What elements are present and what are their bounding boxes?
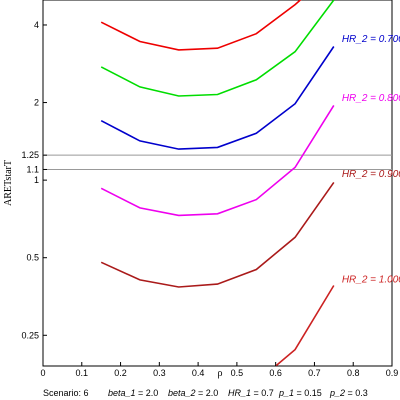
y-axis: 0.25 0.5 11.1 1.25 2 4 bbox=[21, 20, 47, 340]
x-tick-label: 0.6 bbox=[269, 368, 282, 378]
x-axis-title: ρ bbox=[218, 368, 223, 379]
y-tick-label: 1.25 bbox=[21, 150, 39, 160]
x-tick-label: 0.1 bbox=[76, 368, 89, 378]
x-tick-label: 0 bbox=[40, 368, 45, 378]
x-axis: 0 0.1 0.2 0.3 0.4 0.5 0.6 0.7 0.8 0.9 bbox=[40, 362, 398, 378]
series-line-0 bbox=[100, 0, 302, 51]
x-tick-label: 0.8 bbox=[347, 368, 360, 378]
footer-param-value: 2.0 bbox=[206, 388, 219, 398]
y-tick-label: 0.5 bbox=[26, 253, 39, 263]
reference-lines bbox=[43, 154, 392, 170]
x-tick-label: 0.5 bbox=[231, 368, 244, 378]
plot-frame bbox=[42, 0, 393, 367]
x-tick-label: 0.9 bbox=[386, 368, 399, 378]
footer-param-name: p_2 bbox=[329, 388, 345, 398]
legend-labels: HR_2 = 0.6000HR_2 = 0.7000HR_2 = 0.8000H… bbox=[342, 34, 400, 286]
footer-param-name: beta_2 bbox=[168, 388, 196, 398]
footer-param: beta_2 = 2.0 bbox=[168, 388, 218, 398]
footer: Scenario: 6 beta_1 = 2.0 beta_2 = 2.0 HR_1… bbox=[43, 388, 368, 398]
x-tick-label: 0.7 bbox=[308, 368, 321, 378]
y-tick-label: 1 bbox=[34, 175, 39, 185]
footer-param: p_2 = 0.3 bbox=[329, 388, 368, 398]
series-label: HR_2 = 0.7000 bbox=[342, 34, 400, 45]
y-tick-label: 4 bbox=[34, 20, 39, 30]
footer-scenario: Scenario: 6 bbox=[43, 388, 89, 398]
series-group bbox=[100, 0, 335, 366]
y-tick-label: 0.25 bbox=[21, 330, 39, 340]
y-axis-title: ARETstarT bbox=[3, 160, 14, 206]
footer-param: p_1 = 0.15 bbox=[278, 388, 322, 398]
series-line-4 bbox=[100, 181, 335, 288]
x-tick-label: 0.4 bbox=[192, 368, 205, 378]
y-tick-label: 1.1 bbox=[26, 164, 39, 174]
series-line-2 bbox=[100, 46, 335, 150]
y-tick-label: 2 bbox=[34, 98, 39, 108]
series-label: HR_2 = 0.8000 bbox=[342, 93, 400, 104]
footer-param-value: 0.3 bbox=[355, 388, 368, 398]
footer-param: beta_1 = 2.0 bbox=[108, 388, 158, 398]
series-label: HR_2 = 0.9000 bbox=[342, 169, 400, 180]
x-tick-label: 0.2 bbox=[114, 368, 127, 378]
footer-param-name: beta_1 bbox=[108, 388, 136, 398]
series-line-1 bbox=[100, 0, 335, 97]
footer-param-value: 0.15 bbox=[304, 388, 322, 398]
series-line-3 bbox=[100, 104, 335, 217]
x-tick-label: 0.3 bbox=[153, 368, 166, 378]
footer-param-name: HR_1 bbox=[228, 388, 251, 398]
footer-param: HR_1 = 0.7 bbox=[228, 388, 274, 398]
footer-param-value: 2.0 bbox=[146, 388, 159, 398]
series-line-5 bbox=[275, 285, 335, 366]
footer-param-value: 0.7 bbox=[261, 388, 274, 398]
footer-param-name: p_1 bbox=[278, 388, 294, 398]
